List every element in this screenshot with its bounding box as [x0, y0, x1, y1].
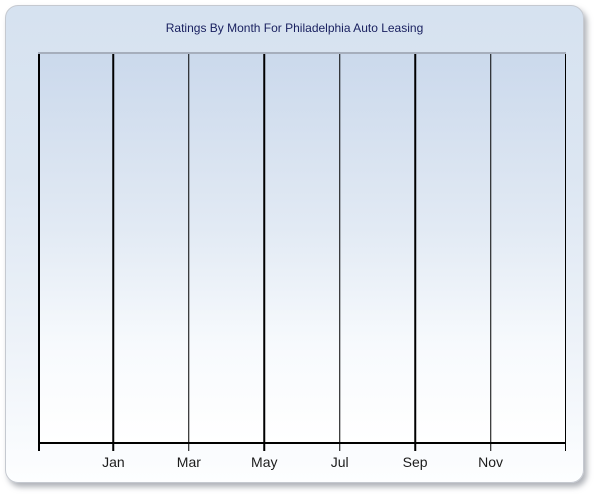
x-axis-label: Nov	[478, 454, 504, 470]
plot-area	[38, 52, 566, 444]
vertical-gridline	[338, 54, 341, 442]
x-axis-label: Mar	[176, 454, 201, 470]
vertical-gridline	[414, 54, 416, 442]
x-axis-tick	[489, 444, 492, 451]
x-axis-tick	[38, 444, 40, 451]
x-axis-tick	[112, 444, 115, 451]
vertical-gridline	[112, 54, 115, 442]
vertical-gridline	[263, 54, 266, 442]
gridline-layer	[38, 54, 566, 442]
chart-panel: Ratings By Month For Philadelphia Auto L…	[5, 5, 584, 483]
x-axis-tick	[263, 444, 266, 451]
vertical-gridline	[188, 54, 190, 442]
x-axis-tick	[414, 444, 416, 451]
vertical-gridline	[38, 54, 40, 442]
x-axis-tick	[564, 444, 566, 451]
chart-title: Ratings By Month For Philadelphia Auto L…	[165, 21, 424, 35]
vertical-gridline	[489, 54, 492, 442]
x-axis-label-layer: Jan Mar May Jul Sep Nov	[38, 454, 566, 472]
x-axis-tick	[338, 444, 341, 451]
x-axis-label: Jan	[102, 454, 125, 470]
x-axis-tick	[188, 444, 190, 451]
x-axis-label: Sep	[402, 454, 428, 470]
x-axis-label: Jul	[330, 454, 349, 470]
x-axis-tick-layer	[38, 444, 566, 451]
x-axis-label: May	[251, 454, 278, 470]
vertical-gridline	[564, 54, 566, 442]
